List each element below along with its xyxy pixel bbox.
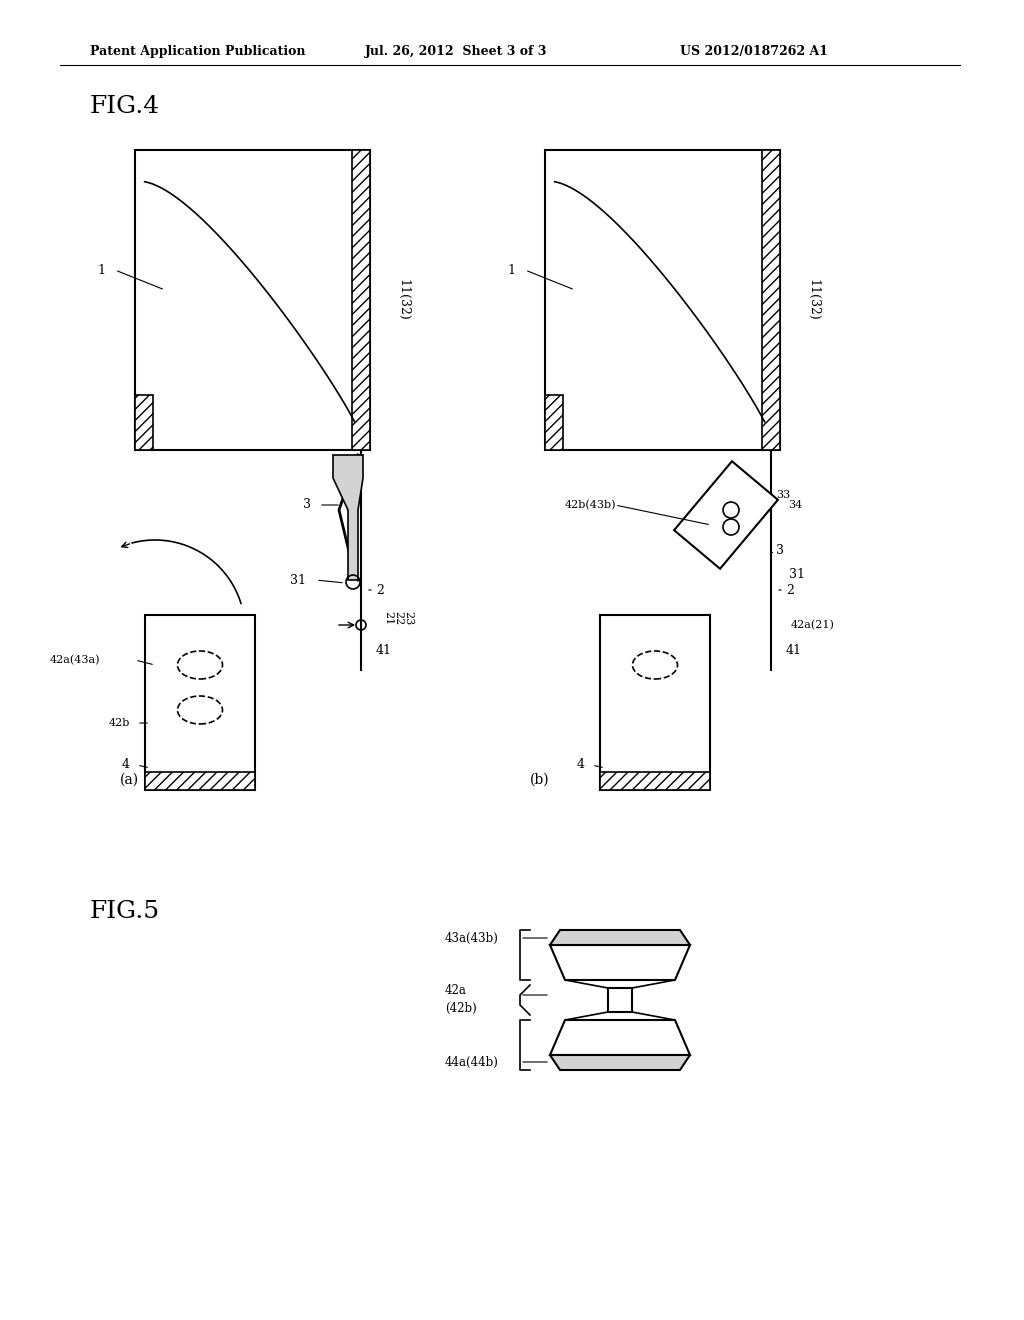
Bar (545, 150, 780, 450)
Text: Patent Application Publication: Patent Application Publication (90, 45, 305, 58)
Text: FIG.5: FIG.5 (90, 900, 160, 923)
Text: 42b(43b): 42b(43b) (565, 500, 616, 510)
Text: 31: 31 (290, 573, 306, 586)
Text: 41: 41 (376, 644, 392, 656)
Text: 42b: 42b (109, 718, 130, 729)
Text: 3: 3 (776, 544, 784, 557)
Text: 23: 23 (403, 611, 413, 626)
Bar (600, 615, 710, 789)
Text: 1: 1 (97, 264, 105, 276)
Text: 21: 21 (383, 611, 393, 626)
Bar (145, 772, 255, 789)
Text: FIG.4: FIG.4 (90, 95, 160, 117)
Ellipse shape (633, 651, 678, 678)
Text: 42a: 42a (445, 983, 467, 997)
Text: 22: 22 (393, 611, 403, 626)
Text: 42a(43a): 42a(43a) (49, 655, 100, 665)
Bar (352, 150, 370, 450)
Ellipse shape (177, 696, 222, 723)
Text: 43a(43b): 43a(43b) (445, 932, 499, 945)
Polygon shape (550, 1055, 690, 1071)
Text: (42b): (42b) (445, 1002, 477, 1015)
Bar (135, 150, 370, 450)
Text: (a): (a) (120, 774, 139, 787)
Text: 11(32): 11(32) (806, 279, 819, 321)
Text: 31: 31 (790, 569, 805, 582)
Polygon shape (333, 455, 362, 579)
Text: 2: 2 (786, 583, 794, 597)
Polygon shape (674, 461, 778, 569)
Bar (135, 395, 153, 450)
Polygon shape (550, 1020, 690, 1055)
Bar (600, 772, 710, 789)
Text: 1: 1 (507, 264, 515, 276)
Text: US 2012/0187262 A1: US 2012/0187262 A1 (680, 45, 828, 58)
Text: 34: 34 (788, 500, 802, 510)
Text: 42a(21): 42a(21) (791, 620, 835, 630)
Text: (b): (b) (530, 774, 550, 787)
Text: 41: 41 (786, 644, 802, 656)
Bar (608, 987, 632, 1012)
Ellipse shape (177, 651, 222, 678)
Text: 44a(44b): 44a(44b) (445, 1056, 499, 1068)
Text: 4: 4 (577, 759, 585, 771)
Text: 3: 3 (303, 499, 311, 511)
Text: 2: 2 (376, 583, 384, 597)
Bar (145, 615, 255, 789)
Text: 11(32): 11(32) (396, 279, 409, 321)
Text: Jul. 26, 2012  Sheet 3 of 3: Jul. 26, 2012 Sheet 3 of 3 (365, 45, 548, 58)
Bar (762, 150, 780, 450)
Polygon shape (550, 945, 690, 979)
Polygon shape (550, 931, 690, 945)
Text: 33: 33 (776, 490, 791, 500)
Bar (545, 395, 563, 450)
Text: 4: 4 (122, 759, 130, 771)
